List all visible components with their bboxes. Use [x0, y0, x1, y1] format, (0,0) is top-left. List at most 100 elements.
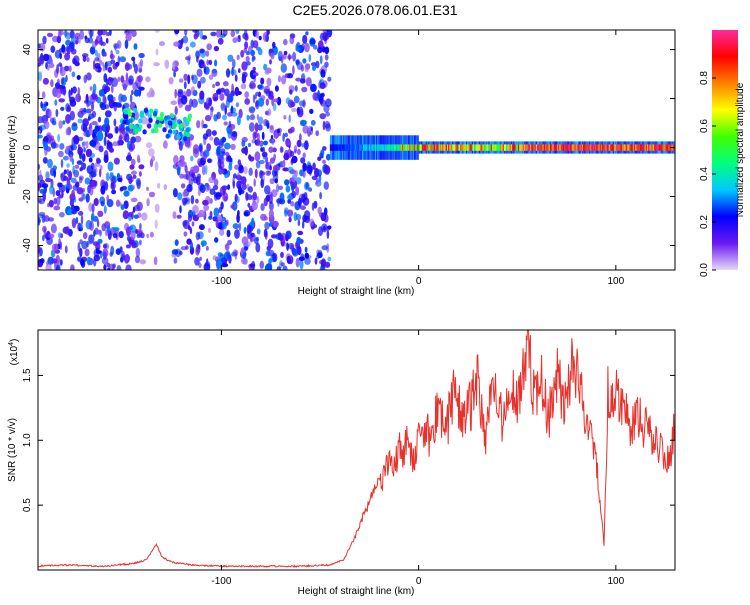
spectrogram-cell [62, 176, 69, 181]
spectrogram-cell [398, 144, 400, 151]
spectrogram-cell [528, 144, 531, 151]
spectrogram-cell [154, 219, 158, 229]
spectrogram-cell [77, 87, 81, 96]
spectrogram-cell [278, 234, 284, 242]
spectrogram-cell [216, 145, 221, 156]
spectrogram-cell [246, 114, 250, 121]
spectrogram-cell [72, 86, 77, 94]
spectrogram-cell [45, 171, 50, 180]
spectrogram-cell [241, 182, 247, 191]
spectrogram-cell [125, 30, 128, 33]
spectrogram-cell [38, 71, 43, 82]
snr-panel: -100 0 100 0.5 1.0 1.5 (x104) Height of stra… [7, 329, 676, 597]
spectrogram-cell [300, 157, 306, 164]
spectrogram-cell [305, 182, 309, 190]
spectrogram-cell [236, 213, 240, 223]
spectrogram-cell [38, 216, 41, 226]
spectrogram-cell [112, 266, 115, 270]
spectrogram-cell [240, 83, 247, 90]
spectrogram-cell [589, 144, 591, 151]
spectrogram-cell [123, 102, 130, 109]
spectrogram-cell [604, 144, 606, 151]
spectrogram-cell [558, 144, 560, 151]
spectrogram-cell [250, 49, 255, 57]
spectrogram-cell [51, 258, 58, 264]
spectrogram-cell [134, 110, 139, 121]
spectrogram-cell [68, 170, 72, 181]
spectrogram-cell [236, 54, 240, 61]
spectrogram-cell [85, 140, 89, 149]
spectrogram-cell [139, 259, 147, 265]
spectrogram-cell [278, 185, 283, 190]
spectrogram-cell [297, 219, 301, 227]
spectrogram-cell [202, 123, 208, 129]
spectrogram-cell [92, 83, 97, 93]
spectrogram-cell [62, 120, 66, 125]
spectrogram-cell [199, 30, 203, 40]
spectrogram-cell [344, 144, 346, 151]
spectrogram-cell [464, 144, 467, 151]
spectrogram-cell [244, 30, 248, 37]
spectrogram-cell [66, 163, 70, 168]
spectrogram-cell [124, 62, 130, 72]
spectrogram-cell [69, 99, 77, 107]
spectrogram-cell [84, 37, 90, 44]
spectrogram-cell [80, 123, 87, 132]
spectrogram-cell [624, 144, 626, 151]
spectrogram-cell [146, 186, 149, 191]
spectrogram-cell [286, 242, 289, 251]
colorbar-gradient [712, 30, 738, 270]
spectrogram-cell [232, 180, 236, 189]
spectrogram-cell [109, 53, 115, 60]
spectrogram-cell [309, 108, 314, 114]
spectrogram-cell [521, 144, 523, 151]
spectrogram-cell [129, 164, 135, 170]
spectrogram-cell [202, 199, 209, 206]
spectrogram-cell [507, 144, 509, 151]
spectrogram-cell [77, 146, 84, 156]
spectrogram-cell [273, 164, 280, 172]
spectrogram-panel: -100 0 100 -40 -20 0 20 40 Height of straight … [7, 29, 676, 297]
spectrogram-cell [178, 78, 184, 83]
spectrogram-cell [117, 201, 122, 207]
spectrogram-cell [631, 144, 633, 151]
spectrogram-cell [132, 82, 139, 91]
spectrogram-cell [243, 226, 247, 234]
spectrogram-cell [106, 225, 111, 234]
spectrogram-cell [184, 104, 192, 112]
spectrogram-cell [665, 144, 668, 151]
spectrogram-cell [302, 170, 306, 178]
spectrogram-cell [533, 144, 535, 151]
spectrogram-cell [531, 144, 533, 151]
spectrogram-cell [399, 144, 402, 151]
spectrogram-cell [235, 102, 239, 108]
spectrogram-cell [55, 190, 61, 197]
spectrogram-cell [513, 144, 515, 151]
spectrogram-cell [181, 139, 185, 146]
spectrogram-cell [98, 145, 104, 153]
spectrogram-cell [313, 200, 318, 209]
spectrogram-cell [636, 144, 638, 151]
spectrogram-cell [490, 144, 493, 151]
snr-x-ticks: -100 0 100 [211, 330, 625, 587]
spectrogram-cell [50, 45, 56, 53]
spectrogram-cell [302, 120, 308, 125]
spectrogram-cell [281, 75, 287, 85]
spectrogram-cell [251, 201, 258, 211]
snr-scale-label: (x104) [8, 339, 20, 366]
spectrogram-cell [245, 241, 251, 247]
spectrogram-cell [260, 171, 266, 176]
spectrogram-cell [213, 136, 220, 146]
spectrogram-cell [411, 144, 413, 151]
spectrogram-cell [260, 147, 264, 152]
spectrogram-cell [618, 144, 620, 151]
spectrogram-cell [269, 201, 274, 211]
spectrogram-cell [38, 174, 44, 182]
spectrogram-cell [58, 62, 63, 67]
spectrogram-cell [293, 145, 298, 152]
spectrogram-cell [174, 248, 182, 258]
spectrogram-cell [42, 234, 45, 242]
spectrogram-cell [38, 55, 45, 65]
spectrogram-cell [200, 240, 207, 247]
spectrogram-cell [80, 109, 87, 115]
